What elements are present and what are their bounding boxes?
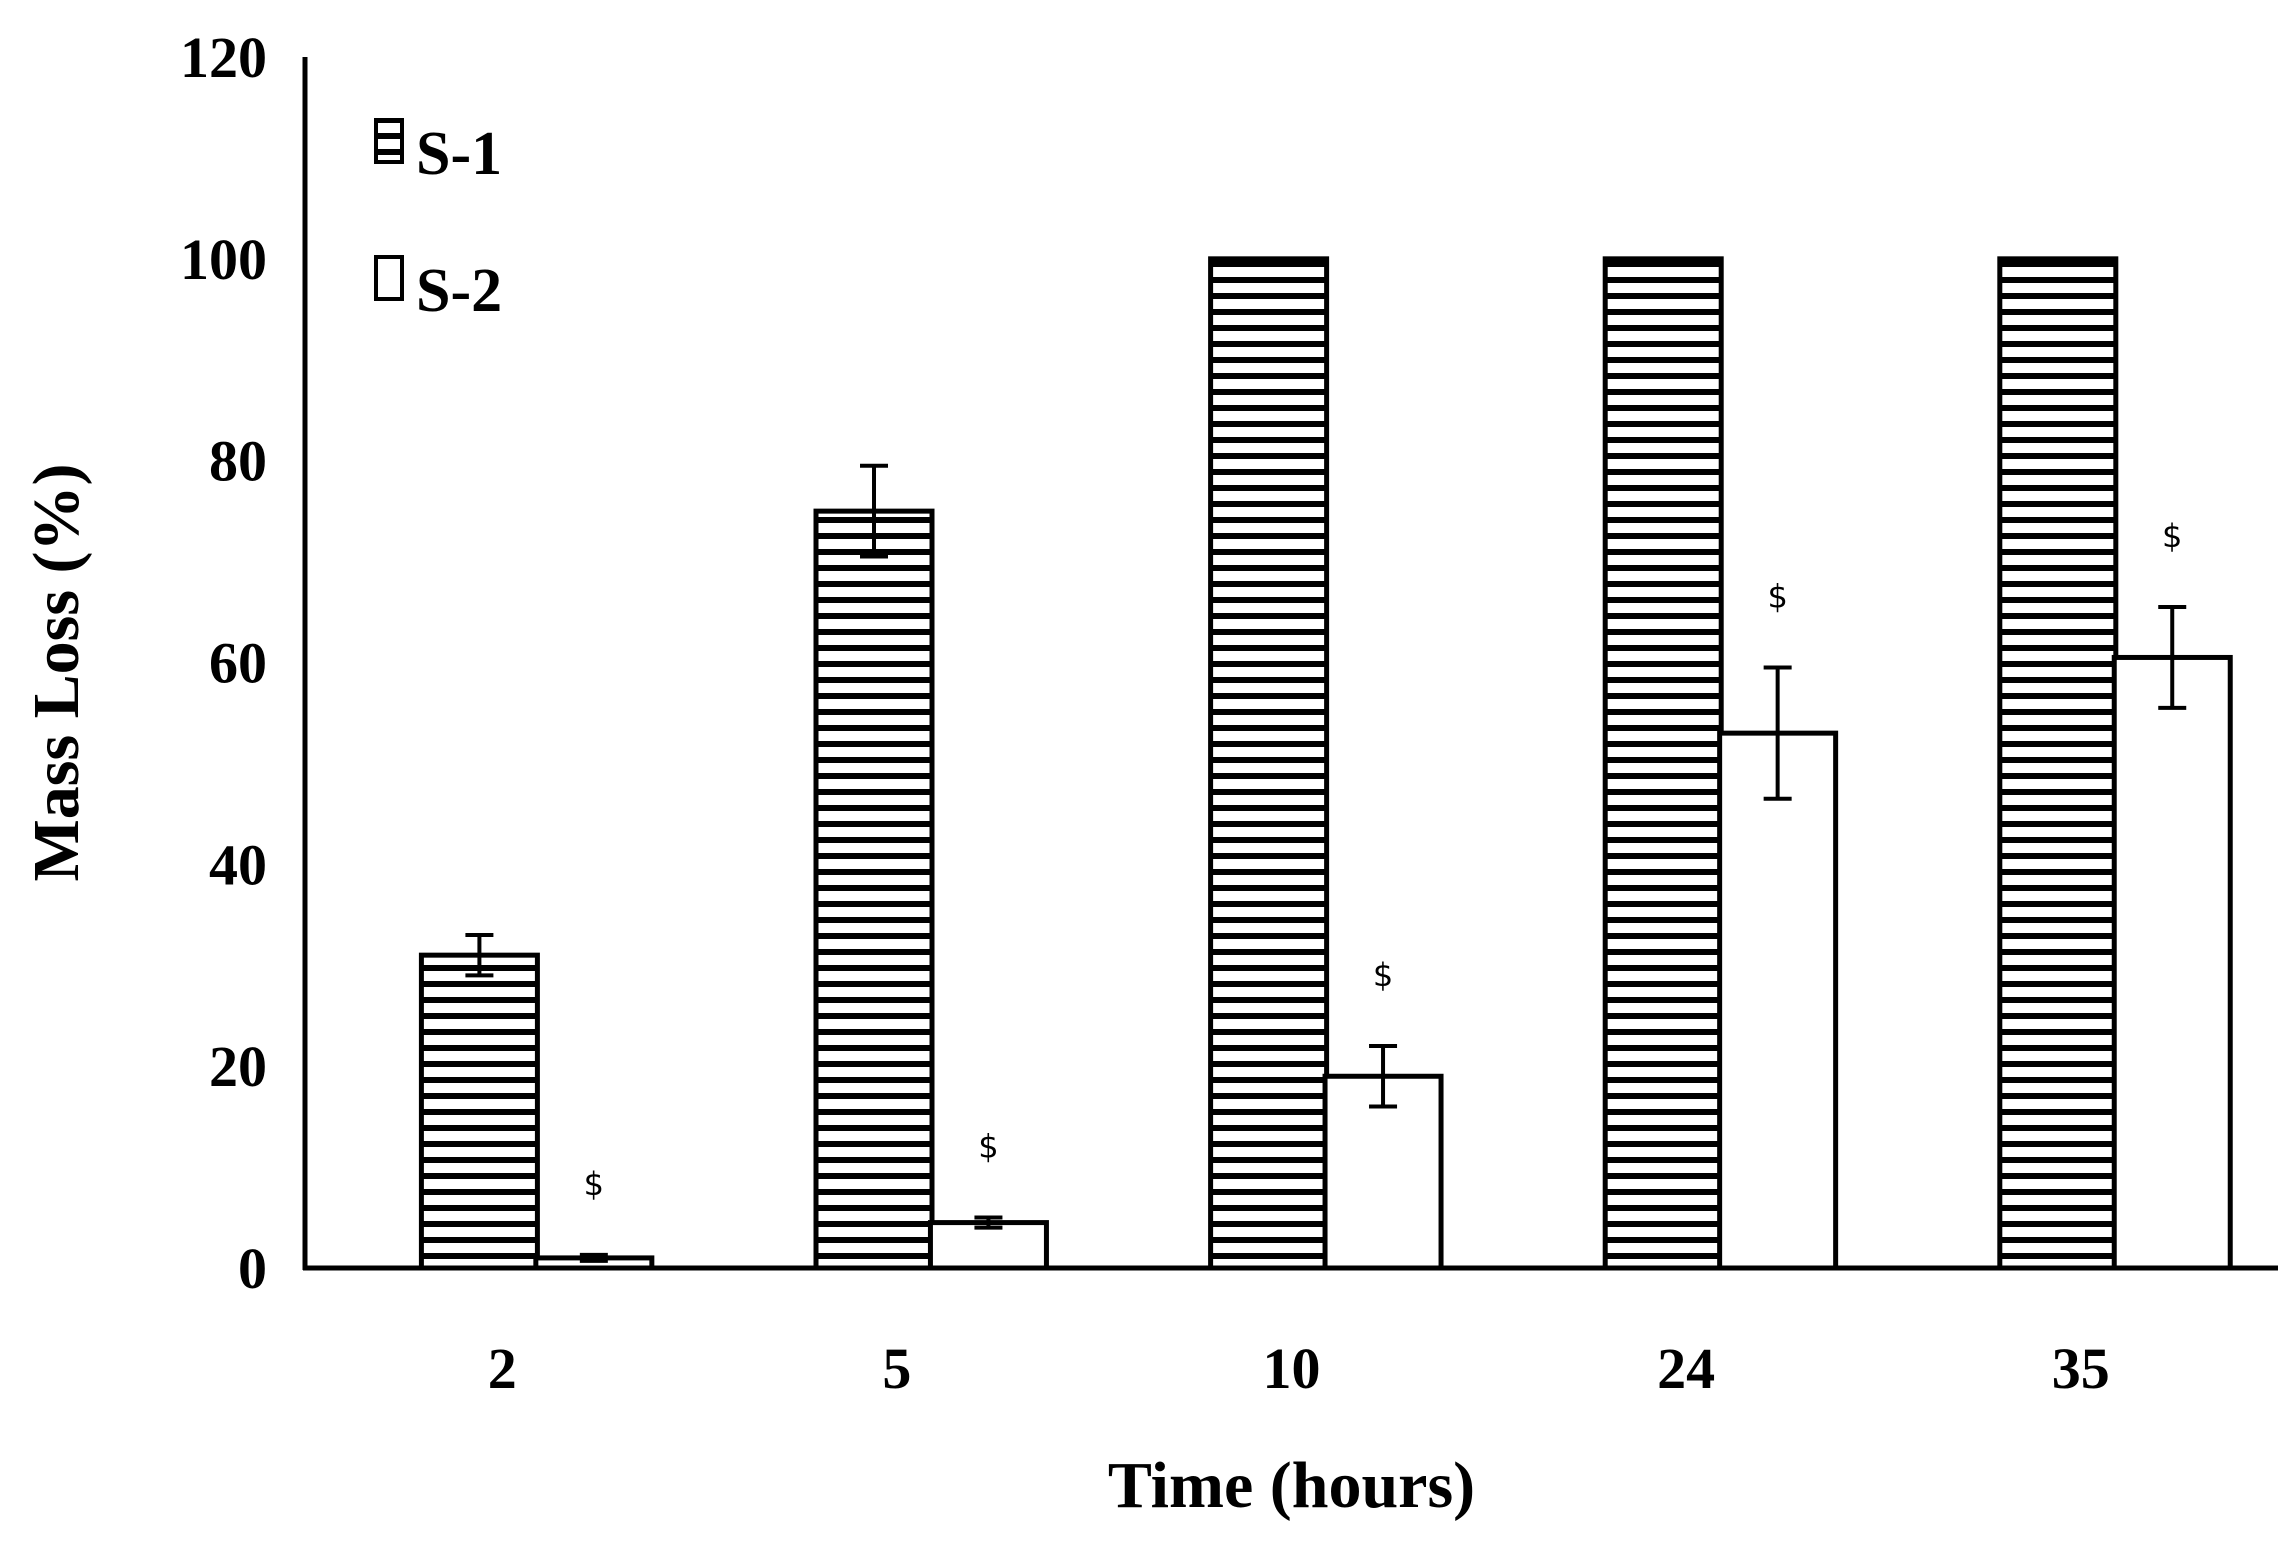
y-tick-label: 20 <box>209 1034 267 1099</box>
significance-mark: $ <box>1767 578 1787 616</box>
significance-mark: $ <box>584 1165 604 1203</box>
legend: S-1 S-2 <box>374 118 502 325</box>
x-tick-label: 35 <box>2052 1336 2110 1401</box>
bar-s1 <box>1602 256 1724 1271</box>
legend-label-s1: S-1 <box>416 120 502 188</box>
x-tick-label: 10 <box>1263 1336 1321 1401</box>
x-tick-label: 5 <box>882 1336 911 1401</box>
y-axis-title: Mass Loss (%) <box>20 463 93 881</box>
bar-s1 <box>813 508 935 1271</box>
legend-swatch-s1 <box>374 118 404 164</box>
bar-s1 <box>1997 256 2119 1271</box>
significance-mark: $ <box>1373 956 1393 994</box>
y-tick-label: 80 <box>209 429 267 494</box>
y-tick-label: 40 <box>209 832 267 897</box>
significance-mark: $ <box>978 1128 998 1166</box>
legend-label-s2: S-2 <box>416 257 502 325</box>
bar-s1 <box>1208 256 1330 1271</box>
y-tick-label: 120 <box>180 25 267 90</box>
y-tick-labels: 0 20 40 60 80 100 120 <box>180 25 267 1301</box>
significance-mark: $ <box>2162 517 2182 555</box>
error-bars-layer <box>465 463 2187 1263</box>
x-tick-labels: 2 5 10 24 35 <box>488 1336 2110 1401</box>
x-axis-title: Time (hours) <box>1108 1449 1475 1522</box>
bar-s1 <box>418 952 540 1271</box>
y-tick-label: 60 <box>209 631 267 696</box>
significance-annotations: $ $ $ $ $ <box>584 517 2183 1203</box>
bar-s2 <box>2111 654 2233 1271</box>
y-tick-label: 100 <box>180 227 267 292</box>
bar-s2 <box>1717 730 1839 1271</box>
x-tick-label: 2 <box>488 1336 517 1401</box>
x-tick-label: 24 <box>1657 1336 1715 1401</box>
bars-layer <box>418 256 2233 1271</box>
y-tick-label: 0 <box>238 1236 267 1301</box>
legend-swatch-s2 <box>374 255 404 301</box>
